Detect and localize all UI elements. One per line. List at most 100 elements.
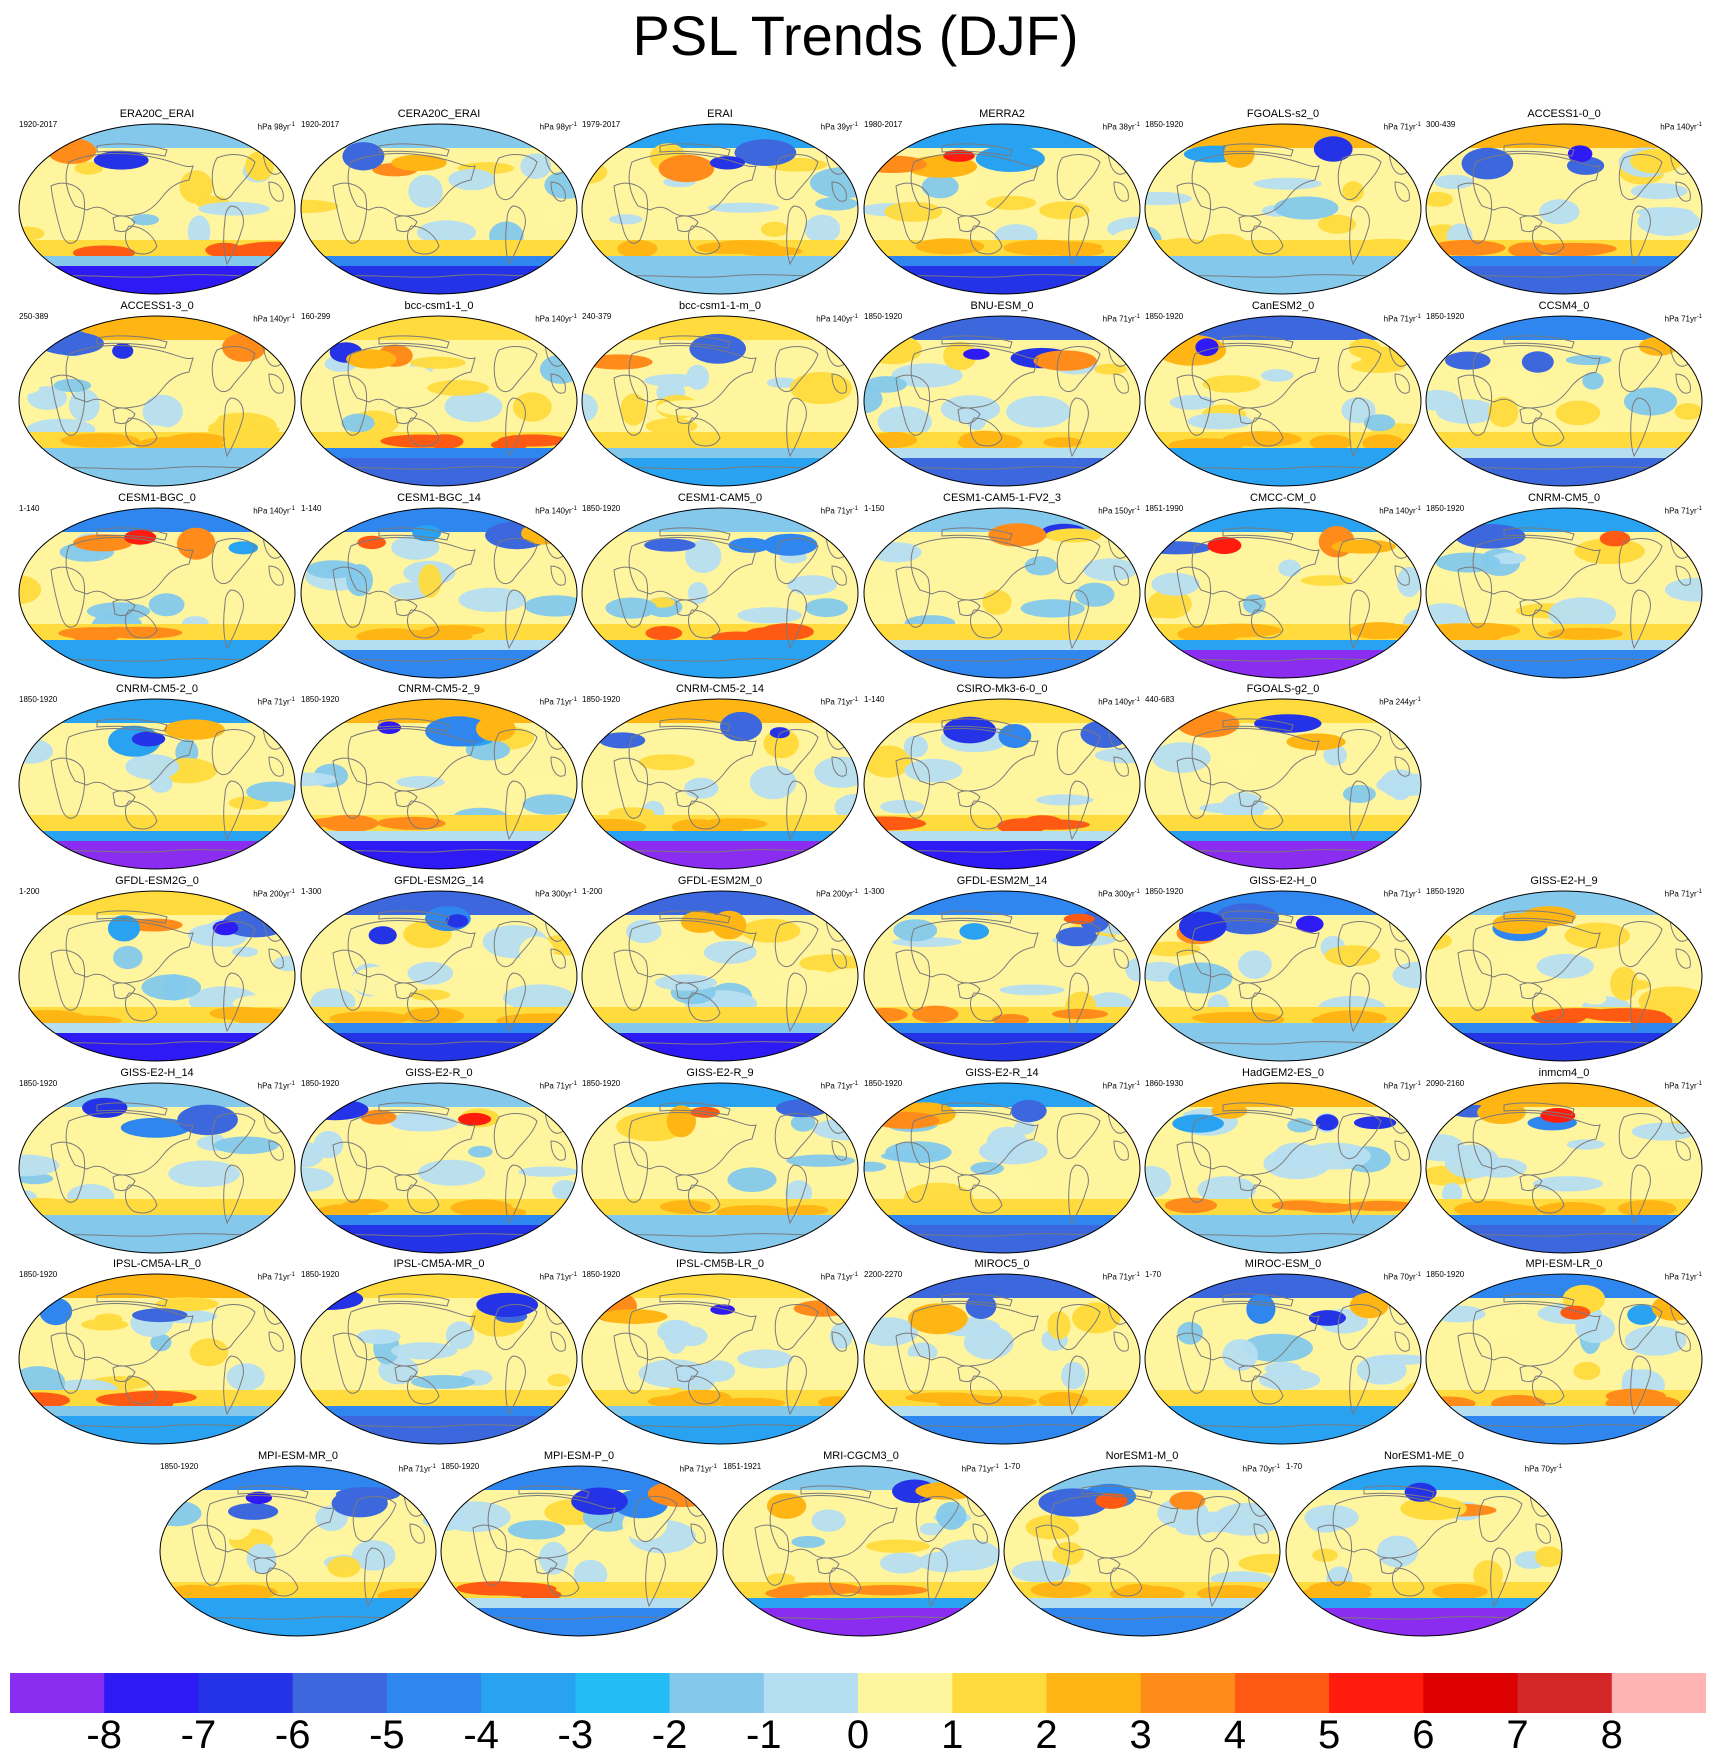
coastline xyxy=(941,910,1013,924)
map-field xyxy=(301,891,577,1061)
colorbar-swatch xyxy=(1611,1673,1706,1713)
trend-contour xyxy=(246,1543,277,1574)
panel-units-text: hPa 71yr xyxy=(820,1272,853,1282)
coastline xyxy=(223,589,244,650)
colorbar-tick-label: 6 xyxy=(1412,1713,1435,1757)
panel-units: hPa 71yr-1 xyxy=(540,1079,577,1092)
trend-contour xyxy=(1287,1118,1314,1133)
coastline xyxy=(223,397,244,458)
coastline xyxy=(910,920,1039,984)
colorbar-tick-label: -2 xyxy=(651,1713,688,1757)
panel-title: CERA20C_ERAI xyxy=(397,108,481,120)
map-panel: CMCC-CM_0 1851-1990 hPa 140yr-1 xyxy=(1143,492,1423,680)
trend-contour xyxy=(1046,735,1087,762)
coastline xyxy=(659,1102,731,1116)
coastline xyxy=(659,1293,731,1307)
trend-contour xyxy=(198,201,270,216)
coastline xyxy=(1379,1557,1403,1575)
panel-units: hPa 71yr-1 xyxy=(258,1079,295,1092)
map-panel: MIROC-ESM_0 1-70 hPa 70yr-1 xyxy=(1143,1258,1423,1446)
trend-contour xyxy=(507,1520,566,1540)
panel-years: 160-299 xyxy=(301,312,331,321)
map-border xyxy=(581,1082,859,1254)
trend-contour xyxy=(60,433,140,448)
trend-band xyxy=(864,650,1140,678)
coastline xyxy=(613,1332,649,1394)
panel-title: GFDL-ESM2G_0 xyxy=(115,875,199,887)
coastline xyxy=(211,538,256,585)
coastline xyxy=(774,538,819,585)
panel-units: hPa 70yr-1 xyxy=(1243,1462,1280,1475)
trend-contour xyxy=(1512,437,1557,451)
map-panel: ERAI 1979-2017 hPa 39yr-1 xyxy=(580,108,860,296)
trend-contour xyxy=(1191,1012,1273,1024)
panel-units-exponent: -1 xyxy=(1134,697,1140,703)
trend-contour xyxy=(1199,802,1269,814)
trend-contour xyxy=(943,341,977,371)
map-border xyxy=(1144,1273,1422,1445)
coastline xyxy=(268,756,284,777)
panel-units: hPa 71yr-1 xyxy=(821,1079,858,1092)
coastline xyxy=(1317,1524,1353,1586)
trend-band xyxy=(19,1023,295,1033)
trend-contour xyxy=(1075,582,1115,607)
panel-years: 1850-1920 xyxy=(582,1270,621,1279)
robinson-map xyxy=(18,1273,296,1445)
panel-units-exponent: -1 xyxy=(852,697,858,703)
coastline xyxy=(50,374,86,436)
trend-contour xyxy=(1125,957,1140,982)
robinson-map xyxy=(18,123,296,295)
robinson-map xyxy=(300,698,578,870)
map-border xyxy=(300,1273,578,1445)
coastline xyxy=(1478,1496,1523,1543)
trend-contour xyxy=(605,597,657,619)
panel-units: hPa 140yr-1 xyxy=(253,312,295,325)
coastline xyxy=(394,407,418,425)
panel-units-exponent: -1 xyxy=(1134,889,1140,895)
map-field xyxy=(19,316,295,486)
robinson-map xyxy=(581,507,859,679)
colorbar-swatch xyxy=(763,1673,859,1713)
panel-units-exponent: -1 xyxy=(571,1272,577,1278)
panel-years: 440-683 xyxy=(1145,695,1175,704)
trend-contour xyxy=(114,1390,197,1405)
trend-band xyxy=(1426,1083,1702,1107)
trend-contour xyxy=(1574,538,1645,565)
trend-band xyxy=(723,1598,999,1608)
trend-contour xyxy=(707,202,780,213)
trend-band xyxy=(19,1274,295,1298)
panel-units: hPa 140yr-1 xyxy=(1660,120,1702,133)
trend-contour xyxy=(19,575,42,605)
map-panel: GFDL-ESM2M_14 1-300 hPa 300yr-1 xyxy=(862,875,1142,1063)
trend-contour xyxy=(1261,369,1294,382)
trend-band xyxy=(19,1215,295,1225)
trend-contour xyxy=(787,575,837,596)
map-field xyxy=(582,1083,858,1253)
map-field xyxy=(864,508,1140,678)
trend-contour xyxy=(778,969,838,990)
coastline xyxy=(1337,154,1382,201)
coastline xyxy=(1457,1141,1493,1203)
coastline xyxy=(96,718,168,732)
panel-units-exponent: -1 xyxy=(1134,1272,1140,1278)
panel-units: hPa 39yr-1 xyxy=(821,120,858,133)
trend-band xyxy=(582,640,858,650)
panel-units: hPa 71yr-1 xyxy=(821,695,858,708)
panel-units-exponent: -1 xyxy=(1415,1081,1421,1087)
coastline xyxy=(774,154,819,201)
trend-contour xyxy=(228,1503,279,1520)
coastline xyxy=(1363,1485,1435,1499)
trend-contour xyxy=(1477,1100,1526,1124)
trend-contour xyxy=(163,719,225,740)
coastline xyxy=(895,182,931,244)
coastline xyxy=(1068,205,1089,266)
trend-contour xyxy=(519,936,554,967)
trend-band xyxy=(582,699,858,723)
robinson-map xyxy=(300,507,578,679)
coastline xyxy=(1176,1332,1212,1394)
colorbar-swatch xyxy=(858,1673,953,1713)
trend-band xyxy=(582,448,858,458)
trend-contour xyxy=(653,945,692,979)
trend-contour xyxy=(1536,953,1594,979)
trend-contour xyxy=(497,434,567,447)
